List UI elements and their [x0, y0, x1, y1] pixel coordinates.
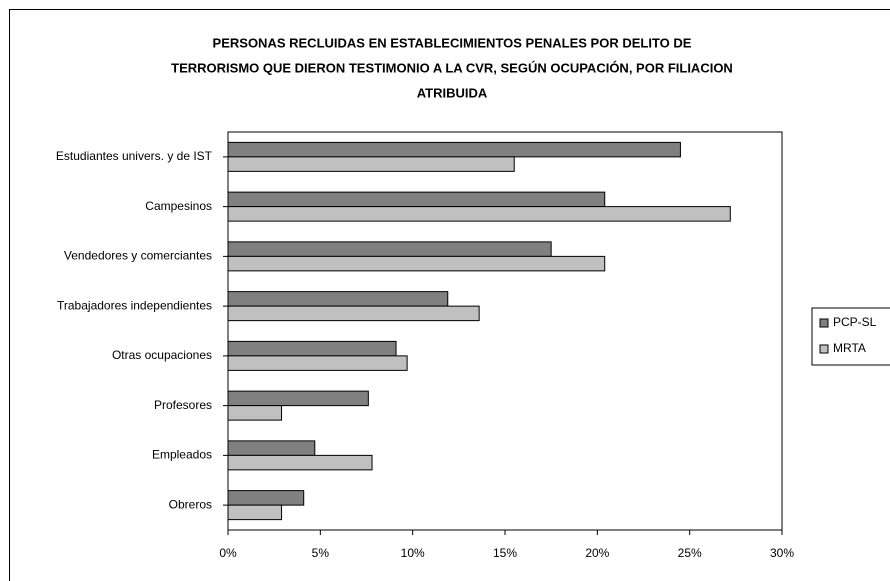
- bar: [227, 141, 681, 158]
- bar: [227, 454, 373, 471]
- bar: [227, 440, 316, 456]
- legend-swatch: [819, 318, 829, 328]
- x-tick-label: 5%: [312, 546, 330, 560]
- y-tick-label: Otras ocupaciones: [112, 348, 212, 362]
- legend-label: MRTA: [833, 341, 866, 355]
- x-tick-label: 15%: [493, 546, 517, 560]
- chart-title: PERSONAS RECLUIDAS EN ESTABLECIMIENTOS P…: [213, 35, 692, 50]
- y-tick-label: Campesinos: [145, 199, 212, 213]
- bar: [227, 206, 731, 222]
- y-tick-label: Empleados: [152, 448, 212, 462]
- chart-title: TERRORISMO QUE DIERON TESTIMONIO A LA CV…: [171, 60, 733, 75]
- x-tick-label: 25%: [678, 546, 702, 560]
- x-tick-label: 0%: [219, 546, 237, 560]
- bar: [227, 504, 283, 521]
- bar: [227, 291, 449, 307]
- x-tick-label: 20%: [585, 546, 609, 560]
- x-tick-label: 30%: [770, 546, 794, 560]
- bar: [227, 241, 552, 257]
- bar: [227, 355, 408, 371]
- y-tick-label: Estudiantes univers. y de IST: [56, 149, 213, 163]
- bar: [227, 156, 515, 172]
- legend-label: PCP-SL: [833, 315, 877, 329]
- bar: [227, 255, 606, 272]
- bar: [227, 340, 397, 357]
- bar: [227, 490, 305, 506]
- bar: [227, 305, 480, 322]
- bar: [227, 405, 283, 421]
- y-tick-label: Profesores: [154, 398, 212, 412]
- y-tick-label: Obreros: [169, 497, 212, 511]
- y-tick-label: Trabajadores independientes: [57, 298, 212, 312]
- bar: [227, 191, 606, 208]
- x-tick-label: 10%: [401, 546, 425, 560]
- y-tick-label: Vendedores y comerciantes: [64, 249, 212, 263]
- chart-title: ATRIBUIDA: [417, 85, 488, 100]
- bar: [227, 390, 369, 407]
- legend: [811, 307, 890, 366]
- legend-swatch: [819, 344, 829, 354]
